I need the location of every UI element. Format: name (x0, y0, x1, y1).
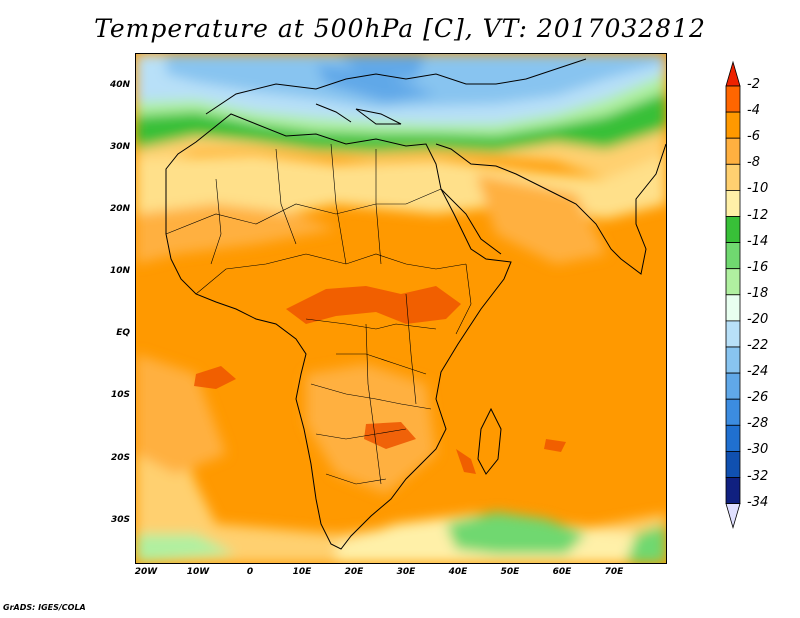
lon-tick: 0 (246, 567, 254, 577)
lat-tick: 30N (109, 142, 130, 152)
lon-tick: 50E (500, 567, 520, 577)
colorbar-swatch (725, 320, 741, 348)
lon-tick: 10W (186, 567, 210, 577)
coastlines (165, 58, 666, 550)
colorbar-label: -22 (747, 338, 769, 353)
colorbar-swatch (725, 450, 741, 478)
warm-patches (194, 286, 566, 474)
colorbar-label: -26 (747, 390, 769, 406)
colorbar-swatch (725, 216, 741, 244)
colorbar-swatch (725, 242, 741, 270)
colorbar-label: -34 (747, 494, 769, 510)
colorbar-swatch (725, 189, 741, 217)
lat-tick: 20S (110, 453, 130, 463)
colorbar-label: -16 (747, 259, 769, 275)
colorbar (725, 60, 741, 530)
lon-tick: 40E (448, 567, 468, 577)
lon-tick: 20W (134, 567, 158, 577)
lon-tick: 70E (604, 567, 624, 577)
colorbar-swatch (725, 424, 741, 452)
colorbar-swatch (725, 85, 741, 113)
colorbar-label: -18 (747, 285, 769, 301)
colorbar-label: -8 (747, 155, 760, 171)
lon-tick: 30E (396, 567, 416, 577)
lat-tick: EQ (116, 328, 130, 338)
temperature-map (136, 54, 666, 563)
lon-tick: 10E (292, 567, 312, 577)
lon-tick: 20E (344, 567, 364, 577)
colorbar-label: -20 (747, 311, 769, 327)
colorbar-top-arrow (725, 60, 741, 87)
lon-tick: 60E (552, 567, 572, 577)
colorbar-label: -6 (747, 129, 760, 145)
colorbar-label: -2 (747, 77, 760, 92)
colorbar-swatch (725, 163, 741, 191)
colorbar-swatch (725, 137, 741, 165)
colorbar-label: -24 (747, 364, 769, 380)
lat-tick: 40N (109, 80, 130, 90)
colorbar-swatch (725, 398, 741, 426)
colorbar-swatch (725, 477, 741, 505)
lat-tick: 10N (109, 266, 130, 276)
colorbar-swatch (725, 346, 741, 374)
colorbar-swatch (725, 111, 741, 139)
colorbar-label: -10 (747, 181, 769, 197)
colorbar-label: -30 (747, 442, 769, 458)
lat-tick: 10S (110, 390, 130, 400)
country-borders (165, 143, 472, 485)
credit-text: GrADS: IGES/COLA (3, 603, 86, 612)
map-panel (135, 53, 667, 564)
colorbar-bottom-arrow (725, 503, 741, 530)
lat-tick: 30S (110, 515, 130, 525)
colorbar-swatch (725, 294, 741, 322)
colorbar-swatch (725, 268, 741, 296)
colorbar-label: -32 (747, 468, 769, 484)
colorbar-label: -14 (747, 233, 769, 249)
colorbar-label: -28 (747, 416, 769, 432)
colorbar-swatch (725, 372, 741, 400)
colorbar-label: -12 (747, 207, 769, 223)
colorbar-label: -4 (747, 103, 760, 119)
map-title: Temperature at 500hPa [C], VT: 201703281… (94, 14, 706, 43)
lat-tick: 20N (109, 204, 130, 214)
